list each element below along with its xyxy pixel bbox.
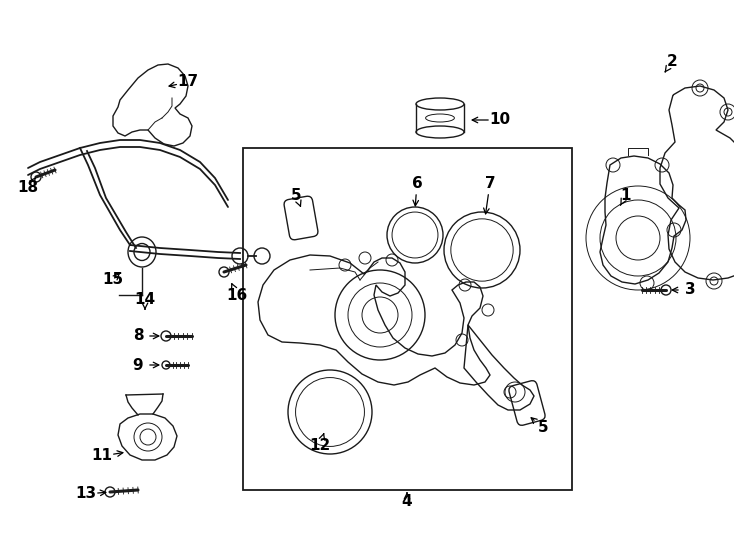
Text: 9: 9 [133,357,143,373]
Text: 15: 15 [103,273,123,287]
Text: 5: 5 [291,187,302,202]
Text: 6: 6 [412,176,422,191]
Bar [243,148,572,490]
Text: 5: 5 [538,421,548,435]
Text: 2: 2 [666,55,677,70]
Text: 16: 16 [226,287,247,302]
Text: 10: 10 [490,112,511,127]
Text: 7: 7 [484,176,495,191]
Text: 3: 3 [685,282,695,298]
Text: 14: 14 [134,293,156,307]
Text: 17: 17 [178,75,199,90]
Text: 11: 11 [92,449,112,463]
Text: 12: 12 [309,437,330,453]
Text: 18: 18 [18,180,39,195]
Text: 13: 13 [76,487,97,502]
Text: 4: 4 [401,495,413,510]
Text: 1: 1 [621,187,631,202]
Text: 8: 8 [133,328,143,343]
